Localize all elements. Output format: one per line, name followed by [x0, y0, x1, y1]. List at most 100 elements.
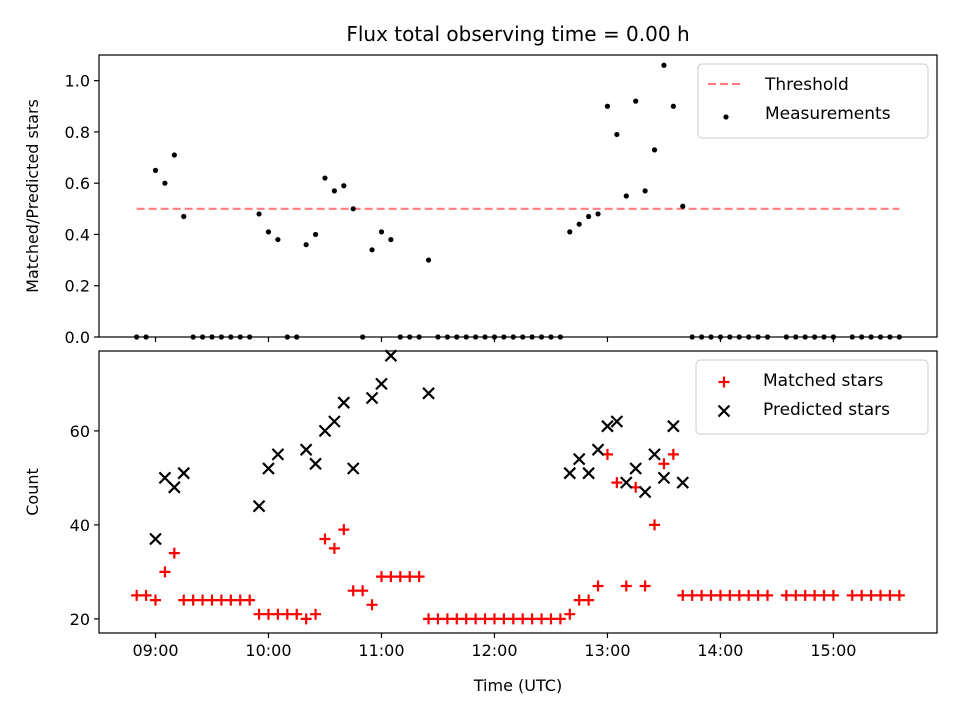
chart-title: Flux total observing time = 0.00 h	[346, 22, 689, 46]
data-point	[686, 589, 698, 601]
data-point	[620, 580, 632, 592]
data-point	[633, 98, 639, 104]
data-point	[517, 613, 529, 625]
data-point	[256, 211, 262, 217]
data-point	[893, 589, 905, 601]
data-point	[404, 571, 416, 583]
data-point	[346, 462, 360, 475]
data-point	[661, 62, 667, 68]
data-point	[384, 349, 398, 362]
data-point	[601, 419, 614, 433]
data-point	[281, 608, 293, 620]
data-point	[331, 188, 337, 194]
bottom-panel: 20 40 60 09:00 10:00 11:00 12:00 13:00 14:00 15:0…	[23, 349, 938, 695]
data-point	[168, 481, 181, 494]
data-point	[670, 103, 676, 109]
data-point	[385, 571, 397, 583]
y-tick-label: 0.8	[65, 123, 90, 142]
data-point	[604, 103, 611, 109]
axes-frame	[98, 350, 938, 634]
data-point	[262, 462, 275, 475]
data-point	[554, 613, 566, 625]
data-point	[178, 594, 190, 606]
data-point	[498, 613, 510, 625]
data-point	[657, 471, 671, 485]
y-axis-label: Count	[23, 468, 42, 516]
data-point	[642, 188, 648, 194]
data-point	[432, 613, 444, 625]
data-point	[275, 236, 281, 243]
data-point	[253, 608, 265, 620]
data-point	[328, 415, 341, 428]
series-predicted-stars	[149, 349, 690, 546]
data-point	[413, 571, 425, 583]
data-point	[780, 589, 792, 601]
top-panel: 0.0 0.2 0.4 0.6 0.8 1.0 Flux total observing t…	[23, 22, 938, 347]
data-point	[676, 476, 690, 489]
data-point	[378, 229, 385, 235]
data-point	[651, 147, 658, 153]
x-tick-label: 12:00	[471, 641, 517, 660]
data-point	[262, 608, 274, 620]
data-point	[875, 589, 887, 601]
y-axis-label: Matched/Predicted stars	[23, 99, 42, 293]
y-tick-label: 1.0	[65, 72, 90, 91]
data-point	[648, 448, 661, 461]
data-point	[564, 608, 576, 620]
data-point	[526, 613, 538, 625]
legend-swatch	[717, 404, 731, 418]
data-point	[357, 585, 369, 597]
data-point	[234, 594, 246, 606]
data-point	[177, 466, 191, 480]
data-point	[460, 613, 472, 625]
data-point	[586, 213, 592, 220]
data-point	[187, 594, 199, 606]
data-point	[206, 594, 218, 606]
data-point	[299, 443, 313, 456]
data-point	[197, 594, 209, 606]
data-point	[303, 242, 309, 248]
data-point	[319, 533, 331, 545]
data-point	[595, 211, 601, 217]
data-point	[856, 589, 868, 601]
data-point	[300, 613, 312, 625]
data-point	[611, 477, 623, 489]
y-tick-label: 40	[70, 516, 90, 535]
data-point	[507, 613, 519, 625]
x-tick-label: 14:00	[697, 641, 743, 660]
data-point	[265, 229, 272, 235]
data-point	[388, 236, 394, 243]
y-tick-label: 20	[70, 610, 90, 629]
data-point	[667, 419, 680, 433]
data-point	[799, 589, 811, 601]
data-point	[576, 221, 582, 227]
data-point	[677, 589, 689, 601]
data-point	[244, 594, 256, 606]
data-point	[638, 485, 652, 499]
data-point	[158, 471, 172, 485]
legend-box	[697, 63, 929, 139]
data-point	[623, 193, 629, 199]
data-point	[422, 387, 435, 400]
data-point	[341, 183, 347, 189]
data-point	[696, 589, 708, 601]
data-point	[680, 203, 686, 209]
data-point	[545, 613, 557, 625]
x-tick-label: 11:00	[358, 641, 404, 660]
data-point	[865, 589, 877, 601]
data-point	[451, 613, 463, 625]
data-point	[827, 589, 839, 601]
data-point	[809, 589, 821, 601]
data-point	[215, 594, 227, 606]
data-point	[347, 585, 359, 597]
data-point	[394, 571, 406, 583]
data-point	[649, 519, 661, 531]
data-point	[423, 613, 435, 625]
data-point	[818, 589, 830, 601]
data-point	[790, 589, 802, 601]
data-point	[667, 448, 679, 460]
data-point	[252, 499, 266, 513]
data-point	[592, 580, 604, 592]
data-point	[272, 608, 284, 620]
